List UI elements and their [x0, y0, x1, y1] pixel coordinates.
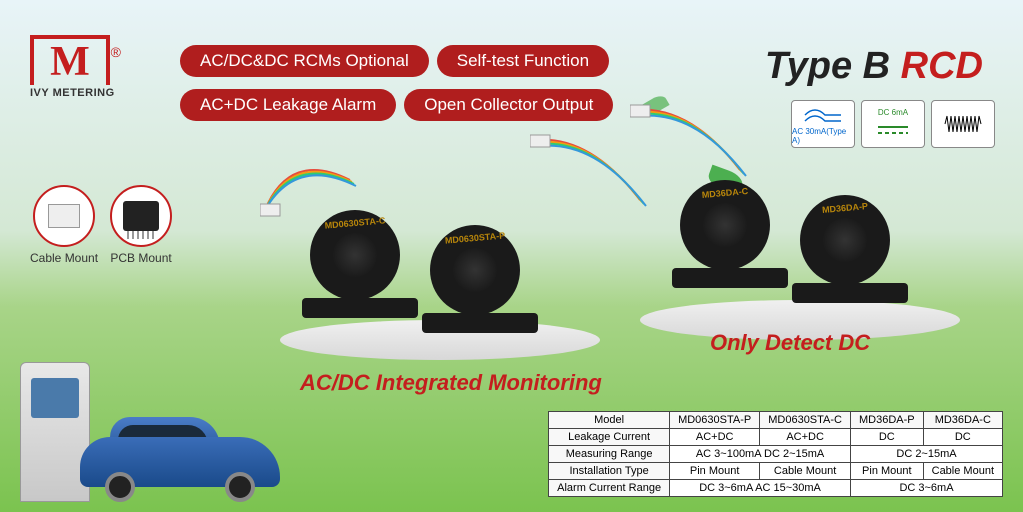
th-model: Model — [549, 412, 670, 429]
ac-wave-label: AC 30mA(Type A) — [792, 127, 854, 145]
badge-collector: Open Collector Output — [404, 89, 613, 121]
sensor-wire — [630, 100, 750, 180]
th-col3: MD36DA-P — [851, 412, 924, 429]
sensor-wire — [260, 140, 380, 220]
ev-car-icon — [80, 422, 280, 502]
th-col4: MD36DA-C — [923, 412, 1002, 429]
table-row: Leakage Current AC+DC AC+DC DC DC — [549, 429, 1003, 446]
sensor-md0630sta-c: MD0630STA-C — [310, 210, 410, 310]
table-row: Alarm Current Range DC 3~6mA AC 15~30mA … — [549, 480, 1003, 497]
table-row: Installation Type Pin Mount Cable Mount … — [549, 463, 1003, 480]
logo-m-letter: M — [50, 38, 90, 86]
cable-mount-label: Cable Mount — [30, 251, 98, 265]
sensor-md36da-p: MD36DA-P — [800, 195, 900, 295]
pulse-wave-badge — [931, 100, 995, 148]
badge-row-2: AC+DC Leakage Alarm Open Collector Outpu… — [180, 89, 613, 121]
dc-only-section-label: Only Detect DC — [710, 330, 870, 356]
pcb-mount-label: PCB Mount — [110, 251, 171, 265]
brand-logo: M ® IVY METERING — [30, 35, 115, 99]
mount-types: Cable Mount PCB Mount — [30, 185, 172, 265]
table-row: Model MD0630STA-P MD0630STA-C MD36DA-P M… — [549, 412, 1003, 429]
sensor-md0630sta-p: MD0630STA-P — [430, 225, 530, 325]
feature-badges: AC/DC&DC RCMs Optional Self-test Functio… — [180, 45, 613, 121]
pcb-mount-icon — [110, 185, 172, 247]
logo-icon: M ® — [30, 35, 110, 85]
table-row: Measuring Range AC 3~100mA DC 2~15mA DC … — [549, 446, 1003, 463]
page-title: Type B RCD — [765, 45, 983, 88]
wave-type-badges: AC 30mA(Type A) DC 6mA — [791, 100, 995, 148]
brand-name: IVY METERING — [30, 87, 115, 99]
dc-wave-badge: DC 6mA — [861, 100, 925, 148]
badge-row-1: AC/DC&DC RCMs Optional Self-test Functio… — [180, 45, 613, 77]
cable-mount-icon — [33, 185, 95, 247]
badge-leakage: AC+DC Leakage Alarm — [180, 89, 396, 121]
title-type: Type B — [765, 45, 890, 87]
dc-wave-label: DC 6mA — [878, 108, 908, 117]
spec-table: Model MD0630STA-P MD0630STA-C MD36DA-P M… — [548, 411, 1003, 497]
acdc-section-label: AC/DC Integrated Monitoring — [300, 370, 602, 396]
th-col1: MD0630STA-P — [670, 412, 760, 429]
badge-selftest: Self-test Function — [437, 45, 609, 77]
th-col2: MD0630STA-C — [760, 412, 851, 429]
title-rcd: RCD — [901, 45, 983, 87]
sensor-md36da-c: MD36DA-C — [680, 180, 780, 280]
trademark-icon: ® — [111, 44, 121, 60]
ev-illustration — [20, 362, 280, 502]
cable-mount-item: Cable Mount — [30, 185, 98, 265]
pcb-mount-item: PCB Mount — [110, 185, 172, 265]
badge-rcm: AC/DC&DC RCMs Optional — [180, 45, 429, 77]
ac-wave-badge: AC 30mA(Type A) — [791, 100, 855, 148]
